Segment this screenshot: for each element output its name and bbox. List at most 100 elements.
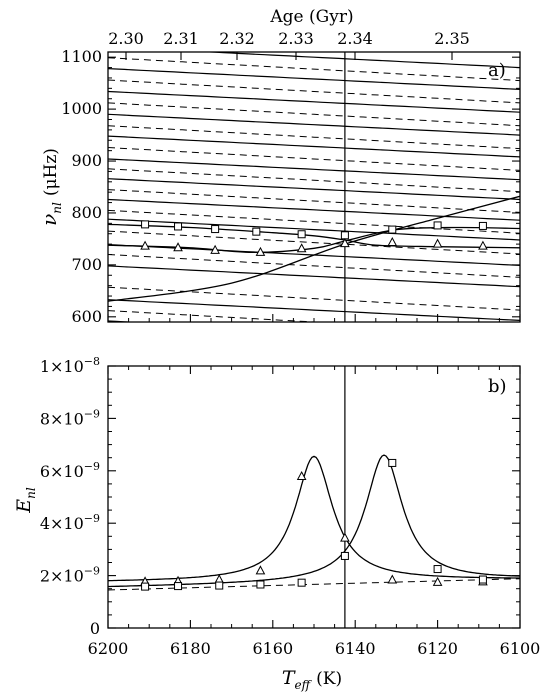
panel-a-markers — [140, 220, 488, 256]
y-tick-label: 2×10−9 — [40, 565, 100, 586]
x-tick-label: 6100 — [500, 639, 541, 658]
square-marker — [433, 565, 442, 574]
square-marker — [340, 551, 349, 560]
panel-a: 600 700 800 900 1000 1100 a) νnl (μHz) — [37, 47, 521, 326]
panel-b-y-symbol: E — [13, 499, 35, 514]
panel-a-y-label: νnl (μHz) — [37, 148, 64, 226]
square-marker — [478, 221, 487, 230]
panel-a-y-sub: nl — [50, 202, 64, 214]
square-marker — [256, 580, 265, 589]
panel-a-label: a) — [488, 60, 506, 81]
y-tick-label: 4×10−9 — [40, 512, 100, 533]
solid-ridge — [108, 158, 520, 181]
bottom-x-label: Teff (K) — [282, 667, 342, 692]
solid-ridge — [108, 178, 520, 201]
y-tick-label: 700 — [71, 255, 102, 274]
y-tick-label: 6×10−9 — [40, 460, 100, 481]
square-marker — [211, 225, 220, 234]
crossing-track — [108, 226, 520, 254]
triangle-marker — [140, 240, 150, 250]
triangle-marker — [210, 244, 220, 254]
triangle-marker — [296, 470, 307, 481]
top-tick-label: 2.35 — [434, 29, 470, 48]
square-marker — [141, 220, 150, 229]
x-tick-label: 6180 — [170, 639, 211, 658]
y-tick-label: 900 — [71, 151, 102, 170]
dashed-ridge — [108, 168, 520, 193]
triangle-marker — [255, 565, 266, 575]
panel-b: 0 2×10−9 4×10−9 6×10−9 8×10−9 1×10−8 6200 6180… — [13, 355, 540, 658]
svg-text:Enl: Enl — [13, 487, 38, 514]
solid-ridge — [108, 299, 520, 321]
solid-ridge — [108, 90, 520, 113]
square-marker — [174, 582, 183, 591]
panel-b-y-sub: nl — [24, 487, 38, 499]
square-marker — [252, 227, 261, 236]
top-axis-ticks: 2.30 2.31 2.32 2.33 2.34 2.35 — [108, 29, 470, 60]
triangle-marker — [296, 243, 307, 253]
solid-ridge — [108, 265, 520, 288]
dashed-ridge — [108, 79, 520, 104]
triangle-marker — [173, 242, 183, 252]
solid-ridge — [108, 198, 520, 221]
y-tick-label: 1100 — [61, 47, 102, 66]
dashed-ridge — [108, 125, 520, 150]
crossing-track — [108, 195, 520, 302]
triangle-marker — [478, 240, 488, 250]
y-tick-label: 800 — [71, 203, 102, 222]
panel-b-x-ticks: 6200 6180 6160 6140 6120 6100 — [88, 366, 541, 658]
triangle-marker — [387, 236, 398, 247]
panel-a-y-symbol: ν — [37, 214, 61, 226]
panel-b-label: b) — [488, 376, 507, 397]
solid-ridge — [108, 135, 520, 158]
y-tick-label: 1000 — [61, 99, 102, 118]
square-marker — [297, 230, 306, 239]
top-tick-label: 2.33 — [278, 29, 314, 48]
square-marker — [297, 578, 306, 587]
x-tick-label: 6200 — [88, 639, 129, 658]
dashed-ridge — [108, 230, 520, 255]
x-tick-label: 6120 — [417, 639, 458, 658]
square-marker — [215, 581, 224, 590]
top-axis-title: Age (Gyr) — [269, 7, 353, 27]
square-marker — [388, 225, 397, 234]
mode-curve — [108, 454, 520, 588]
x-label-symbol: T — [282, 667, 296, 689]
svg-text:νnl(μHz): νnl (μHz) — [37, 148, 64, 226]
dashed-ridge — [108, 189, 520, 213]
square-marker — [388, 458, 397, 467]
top-tick-label: 2.30 — [108, 29, 144, 48]
y-tick-label: 600 — [71, 307, 102, 326]
mode-curve — [108, 455, 520, 582]
solid-ridge — [108, 68, 520, 90]
panel-a-y-unit: (μHz) — [41, 148, 61, 196]
triangle-marker — [340, 532, 350, 542]
panel-b-curves — [108, 366, 520, 628]
y-tick-label: 8×10−9 — [40, 407, 100, 428]
square-marker — [478, 575, 487, 584]
x-label-sub: eff — [295, 678, 313, 692]
triangle-marker — [340, 238, 350, 248]
x-label-unit: (K) — [316, 669, 342, 689]
square-marker — [340, 231, 349, 240]
solid-ridge — [198, 52, 520, 69]
dashed-ridge — [108, 286, 520, 311]
top-tick-label: 2.34 — [337, 29, 373, 48]
dashed-ridge — [108, 57, 520, 82]
top-tick-label: 2.31 — [163, 29, 199, 48]
panel-a-frame — [107, 51, 521, 323]
triangle-marker — [387, 574, 398, 584]
panel-a-ridges — [108, 52, 520, 322]
dashed-ridge — [108, 254, 520, 278]
square-marker — [433, 221, 442, 230]
panel-a-y-ticks: 600 700 800 900 1000 1100 — [61, 47, 520, 326]
solid-ridge — [108, 113, 520, 136]
triangle-marker — [432, 238, 443, 248]
triangle-marker — [255, 246, 266, 256]
x-tick-label: 6160 — [252, 639, 293, 658]
dashed-ridge — [108, 209, 520, 234]
dashed-ridge — [108, 147, 520, 171]
y-tick-label: 0 — [90, 619, 100, 638]
solid-ridge — [108, 320, 142, 322]
dashed-ridge — [108, 102, 520, 127]
